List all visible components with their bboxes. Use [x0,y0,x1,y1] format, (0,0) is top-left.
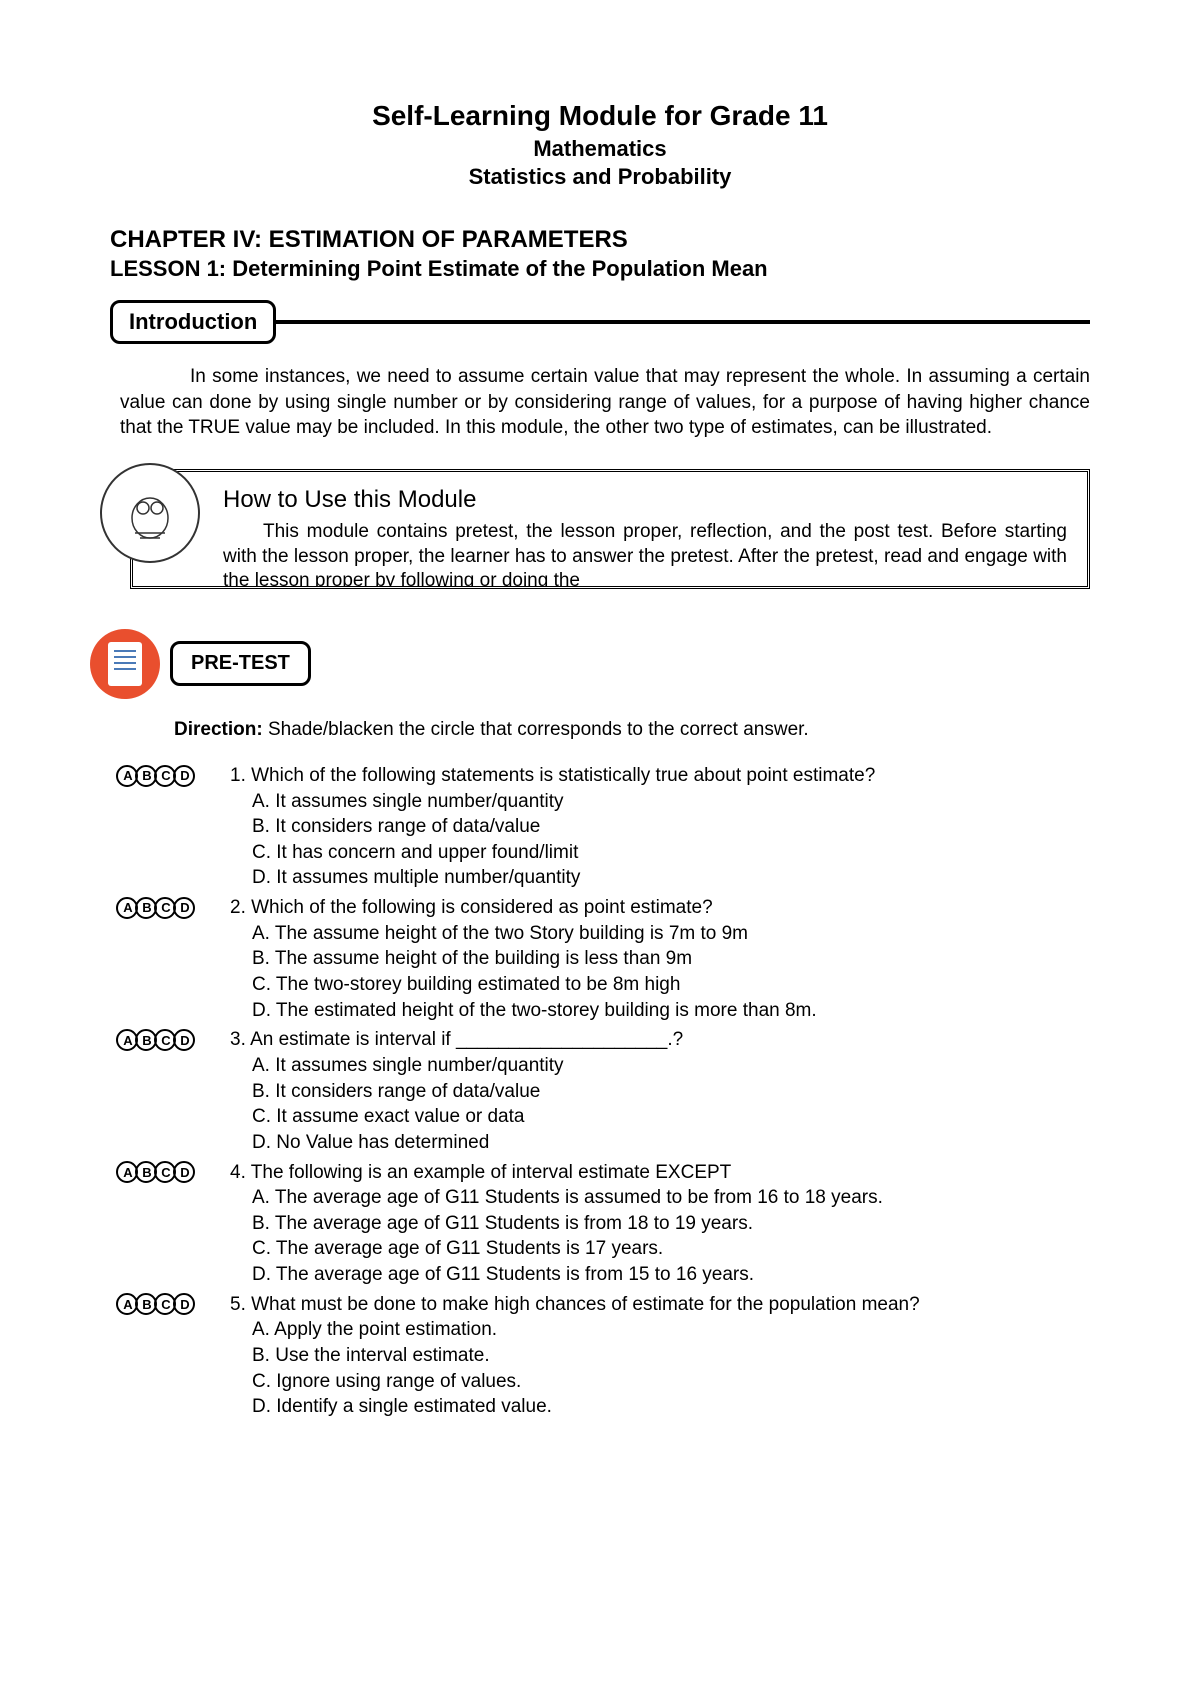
option: A. The assume height of the two Story bu… [252,921,1090,947]
direction-text: Shade/blacken the circle that correspond… [263,719,809,740]
option: B. The average age of G11 Students is fr… [252,1211,1090,1237]
bubble-d[interactable]: D [173,1161,195,1183]
pretest-direction: Direction: Shade/blacken the circle that… [174,719,1090,741]
module-title: Self-Learning Module for Grade 11 [110,100,1090,132]
howto-section: How to Use this Module This module conta… [130,469,1090,589]
answer-bubbles: ABCD [110,1292,230,1420]
option: C. The average age of G11 Students is 17… [252,1236,1090,1262]
answer-bubbles: ABCD [110,1027,230,1155]
option: D. No Value has determined [252,1130,1090,1156]
question-text: 2. Which of the following is considered … [230,895,1090,921]
question-row: ABCD2. Which of the following is conside… [110,895,1090,1023]
module-subject: Mathematics [110,136,1090,162]
bubble-d[interactable]: D [173,1029,195,1051]
option: D. It assumes multiple number/quantity [252,865,1090,891]
horizontal-rule [274,320,1090,324]
question-row: ABCD3. An estimate is interval if ______… [110,1027,1090,1155]
direction-label: Direction: [174,719,263,740]
page-header: Self-Learning Module for Grade 11 Mathem… [110,100,1090,190]
option: B. It considers range of data/value [252,1079,1090,1105]
question-row: ABCD4. The following is an example of in… [110,1160,1090,1288]
option: B. Use the interval estimate. [252,1343,1090,1369]
introduction-header: Introduction [110,300,1090,344]
option: D. Identify a single estimated value. [252,1394,1090,1420]
option: D. The estimated height of the two-store… [252,998,1090,1024]
question-text: 4. The following is an example of interv… [230,1160,1090,1186]
answer-bubbles: ABCD [110,763,230,891]
lesson-title: LESSON 1: Determining Point Estimate of … [110,256,1090,282]
question-content: 1. Which of the following statements is … [230,763,1090,891]
question-content: 5. What must be done to make high chance… [230,1292,1090,1420]
question-content: 3. An estimate is interval if __________… [230,1027,1090,1155]
option: C. The two-storey building estimated to … [252,972,1090,998]
option: B. It considers range of data/value [252,814,1090,840]
questions-list: ABCD1. Which of the following statements… [110,763,1090,1420]
option: C. Ignore using range of values. [252,1369,1090,1395]
option: D. The average age of G11 Students is fr… [252,1262,1090,1288]
question-content: 4. The following is an example of interv… [230,1160,1090,1288]
options-list: A. The average age of G11 Students is as… [230,1185,1090,1288]
introduction-text: In some instances, we need to assume cer… [110,364,1090,441]
question-text: 5. What must be done to make high chance… [230,1292,1090,1318]
chapter-title: CHAPTER IV: ESTIMATION OF PARAMETERS [110,226,1090,254]
introduction-label: Introduction [110,300,276,344]
option: A. It assumes single number/quantity [252,1053,1090,1079]
option: C. It has concern and upper found/limit [252,840,1090,866]
answer-bubbles: ABCD [110,1160,230,1288]
howto-title: How to Use this Module [223,486,1067,514]
option: A. The average age of G11 Students is as… [252,1185,1090,1211]
options-list: A. The assume height of the two Story bu… [230,921,1090,1024]
howto-box: How to Use this Module This module conta… [130,469,1090,589]
option: C. It assume exact value or data [252,1104,1090,1130]
answer-bubbles: ABCD [110,895,230,1023]
question-text: 3. An estimate is interval if __________… [230,1027,1090,1053]
bubble-d[interactable]: D [173,1293,195,1315]
owl-icon [100,463,200,563]
question-text: 1. Which of the following statements is … [230,763,1090,789]
option: A. Apply the point estimation. [252,1317,1090,1343]
options-list: A. It assumes single number/quantityB. I… [230,789,1090,892]
question-row: ABCD5. What must be done to make high ch… [110,1292,1090,1420]
clipboard-icon [90,629,160,699]
options-list: A. It assumes single number/quantityB. I… [230,1053,1090,1156]
module-topic: Statistics and Probability [110,164,1090,190]
bubble-d[interactable]: D [173,897,195,919]
question-content: 2. Which of the following is considered … [230,895,1090,1023]
pretest-label: PRE-TEST [170,641,311,686]
question-row: ABCD1. Which of the following statements… [110,763,1090,891]
pretest-header: PRE-TEST [90,629,1090,699]
option: B. The assume height of the building is … [252,946,1090,972]
options-list: A. Apply the point estimation.B. Use the… [230,1317,1090,1420]
introduction-body: In some instances, we need to assume cer… [120,366,1090,438]
bubble-d[interactable]: D [173,765,195,787]
option: A. It assumes single number/quantity [252,789,1090,815]
howto-body: This module contains pretest, the lesson… [223,520,1067,589]
